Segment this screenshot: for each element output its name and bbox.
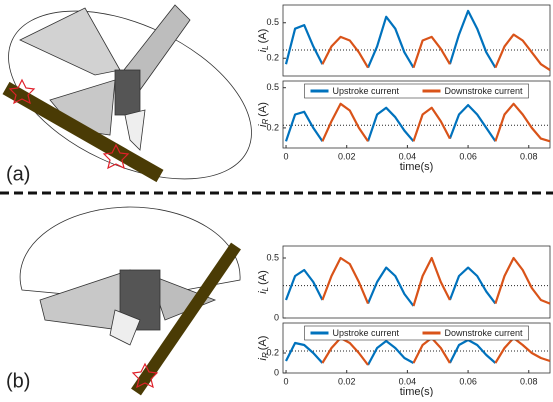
series-line	[284, 9, 497, 69]
x-tick-label: 0.04	[399, 151, 417, 161]
bar	[2, 81, 164, 183]
x-tick-label: 0.02	[338, 151, 356, 161]
y-tick-label: 0.2	[266, 347, 279, 357]
y-label-unit: (A)	[257, 102, 269, 117]
x-tick-label: 0	[284, 151, 289, 161]
legend-label: Downstroke current	[445, 328, 524, 338]
x-axis-label: time(s)	[400, 386, 434, 397]
plot-frame	[282, 322, 551, 374]
legend-label: Upstroke current	[333, 86, 400, 96]
y-axis-label: iR (A)	[257, 102, 270, 127]
y-axis-label: iL(A)	[257, 29, 270, 53]
y-tick-label: 0.5	[266, 17, 279, 27]
series-line	[285, 338, 497, 366]
y-label-symbol: i	[257, 49, 269, 52]
y-tick-label: 0	[274, 312, 279, 322]
y-label-subscript: L	[261, 287, 270, 291]
plot-frame	[282, 4, 551, 77]
plot-frame	[282, 80, 551, 149]
panel-label: (a)	[6, 163, 30, 185]
x-tick-label: 0.06	[459, 151, 477, 161]
y-label-unit: (A)	[257, 336, 269, 351]
y-axis-label: iR(A)	[257, 336, 270, 361]
series-line	[321, 33, 551, 72]
plot-frame	[282, 245, 551, 319]
series-line	[284, 266, 497, 307]
bar	[131, 242, 241, 396]
y-axis-label: iL (A)	[257, 270, 270, 294]
y-label-subscript: R	[261, 352, 270, 358]
x-tick-label: 0.04	[399, 376, 417, 386]
y-tick-label: 0.2	[266, 53, 279, 63]
y-tick-label: 0.5	[266, 82, 279, 92]
contact-star	[131, 362, 159, 389]
y-label-symbol: i	[257, 357, 269, 360]
x-tick-label: 0	[284, 376, 289, 386]
legend-box	[304, 83, 529, 99]
x-axis-label: time(s)	[400, 161, 434, 173]
y-tick-label: 0.2	[266, 122, 279, 132]
legend-label: Downstroke current	[445, 86, 524, 96]
series-line	[284, 104, 497, 143]
y-label-symbol: i	[257, 124, 269, 127]
y-label-unit: (A)	[257, 270, 269, 285]
y-label-symbol: i	[257, 291, 269, 294]
x-tick-label: 0.08	[520, 151, 538, 161]
contact-star	[8, 78, 36, 105]
series-line	[321, 102, 551, 143]
series-line	[321, 256, 551, 307]
y-label-unit: (A)	[257, 29, 269, 44]
x-tick-label: 0.08	[520, 376, 538, 386]
y-tick-label: 0	[274, 367, 279, 377]
legend-box	[304, 325, 529, 341]
robot-illustration-a	[8, 4, 252, 180]
x-tick-label: 0.06	[459, 376, 477, 386]
y-tick-label: 0.5	[266, 252, 279, 262]
legend-label: Upstroke current	[333, 328, 400, 338]
panel-label: (b)	[6, 370, 30, 392]
contact-star	[102, 143, 130, 170]
y-label-subscript: R	[261, 119, 270, 125]
robot-illustration-b	[19, 206, 241, 346]
y-label-subscript: L	[261, 45, 270, 49]
x-tick-label: 0.02	[338, 376, 356, 386]
